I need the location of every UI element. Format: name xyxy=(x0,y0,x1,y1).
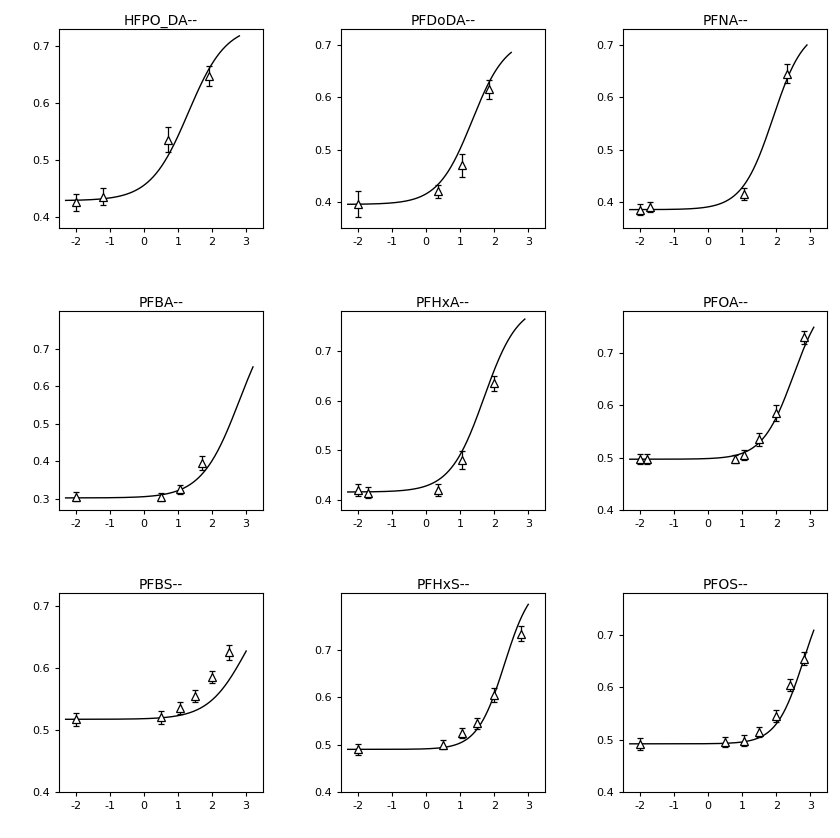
Title: PFNA--: PFNA-- xyxy=(702,14,748,28)
Title: PFOA--: PFOA-- xyxy=(702,296,748,310)
Title: PFBA--: PFBA-- xyxy=(139,296,183,310)
Title: HFPO_DA--: HFPO_DA-- xyxy=(124,14,198,28)
Title: PFHxA--: PFHxA-- xyxy=(416,296,470,310)
Title: PFOS--: PFOS-- xyxy=(702,578,748,592)
Title: PFBS--: PFBS-- xyxy=(139,578,183,592)
Title: PFDoDA--: PFDoDA-- xyxy=(411,14,475,28)
Title: PFHxS--: PFHxS-- xyxy=(417,578,470,592)
